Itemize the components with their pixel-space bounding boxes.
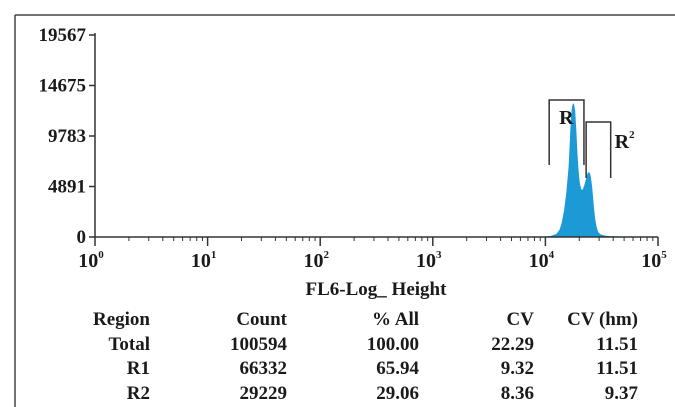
region-label: R (559, 107, 574, 129)
x-tick-label: 100 (78, 249, 104, 272)
table-header-cell: Region (93, 309, 150, 330)
table-cell: 66332 (240, 358, 288, 379)
stats-table: Region Count % All CV CV (hm) Total 100594 100.… (93, 309, 639, 404)
x-tick-label: 101 (191, 249, 217, 272)
table-cell: 29.06 (376, 383, 419, 404)
table-cell: 8.36 (501, 383, 534, 404)
x-tick-label: 102 (303, 249, 329, 272)
table-cell: R2 (127, 383, 150, 404)
y-tick-label: 19567 (39, 25, 87, 46)
plot-area: 0 4891 9783 14675 19567 100 101 102 103 104 105 R R2 (39, 25, 668, 272)
y-tick-label: 9783 (48, 126, 86, 147)
table-cell: 11.51 (596, 334, 638, 355)
table-cell: 65.94 (376, 358, 419, 379)
x-axis-label: FL6-Log_ Height (306, 279, 448, 300)
y-tick-label: 0 (77, 227, 87, 248)
x-tick-label: 104 (529, 249, 555, 272)
table-cell: R1 (127, 358, 150, 379)
table-cell: 22.29 (491, 334, 534, 355)
table-header-cell: Count (236, 309, 287, 330)
y-tick-label: 14675 (39, 76, 87, 97)
x-tick-label: 105 (641, 249, 667, 272)
region-bracket (585, 121, 612, 178)
table-header-cell: CV (507, 309, 535, 330)
table-cell: 9.37 (605, 383, 639, 404)
table-header-cell: CV (hm) (567, 309, 638, 330)
table-cell: 29229 (240, 383, 288, 404)
table-cell: 9.32 (501, 358, 534, 379)
table-cell: 100.00 (367, 334, 419, 355)
table-header-cell: % All (372, 309, 419, 330)
region-bracket (548, 99, 585, 165)
x-tick-label: 103 (416, 249, 442, 272)
table-cell: Total (108, 334, 150, 355)
table-cell: 100594 (230, 334, 288, 355)
table-cell: 11.51 (596, 358, 638, 379)
histogram-area-0 (545, 103, 625, 238)
region-label: R2 (615, 129, 635, 153)
y-tick-label: 4891 (48, 177, 86, 198)
